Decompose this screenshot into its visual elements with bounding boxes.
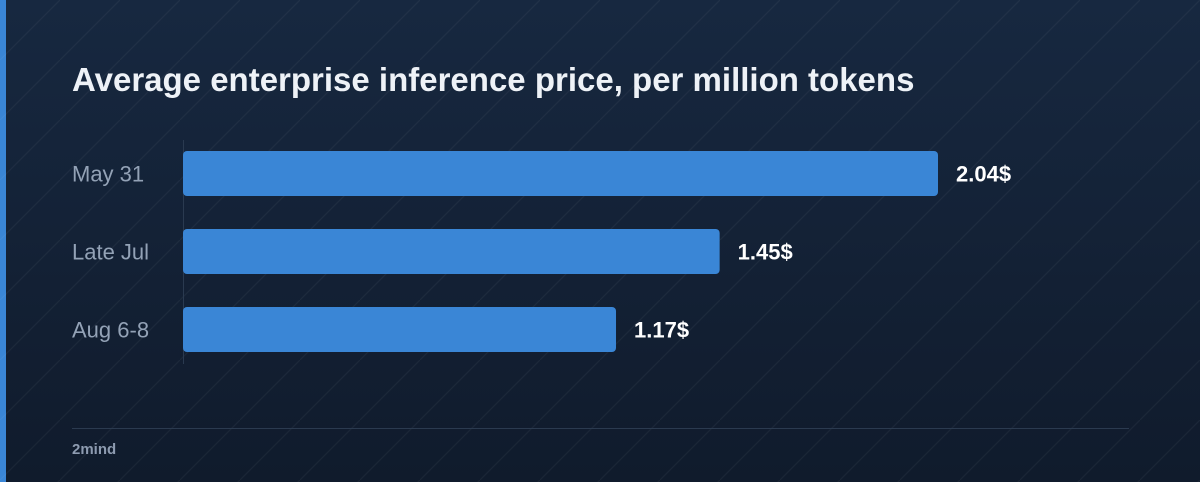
brand-label: 2mind	[72, 441, 117, 458]
value-label: 1.17$	[634, 318, 689, 343]
category-label: Late Jul	[72, 240, 149, 265]
value-label: 1.45$	[738, 240, 793, 265]
category-label: Aug 6-8	[72, 318, 149, 343]
bar	[183, 151, 938, 196]
category-label: May 31	[72, 162, 144, 187]
chart-title: Average enterprise inference price, per …	[72, 61, 915, 98]
value-label: 2.04$	[956, 162, 1011, 187]
bar	[183, 307, 617, 352]
bar	[183, 229, 720, 274]
footer-divider	[72, 428, 1129, 429]
